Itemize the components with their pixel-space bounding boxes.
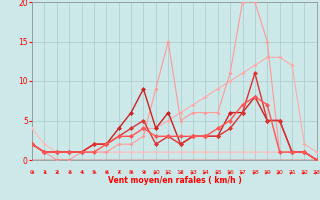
X-axis label: Vent moyen/en rafales ( km/h ): Vent moyen/en rafales ( km/h )	[108, 176, 241, 185]
